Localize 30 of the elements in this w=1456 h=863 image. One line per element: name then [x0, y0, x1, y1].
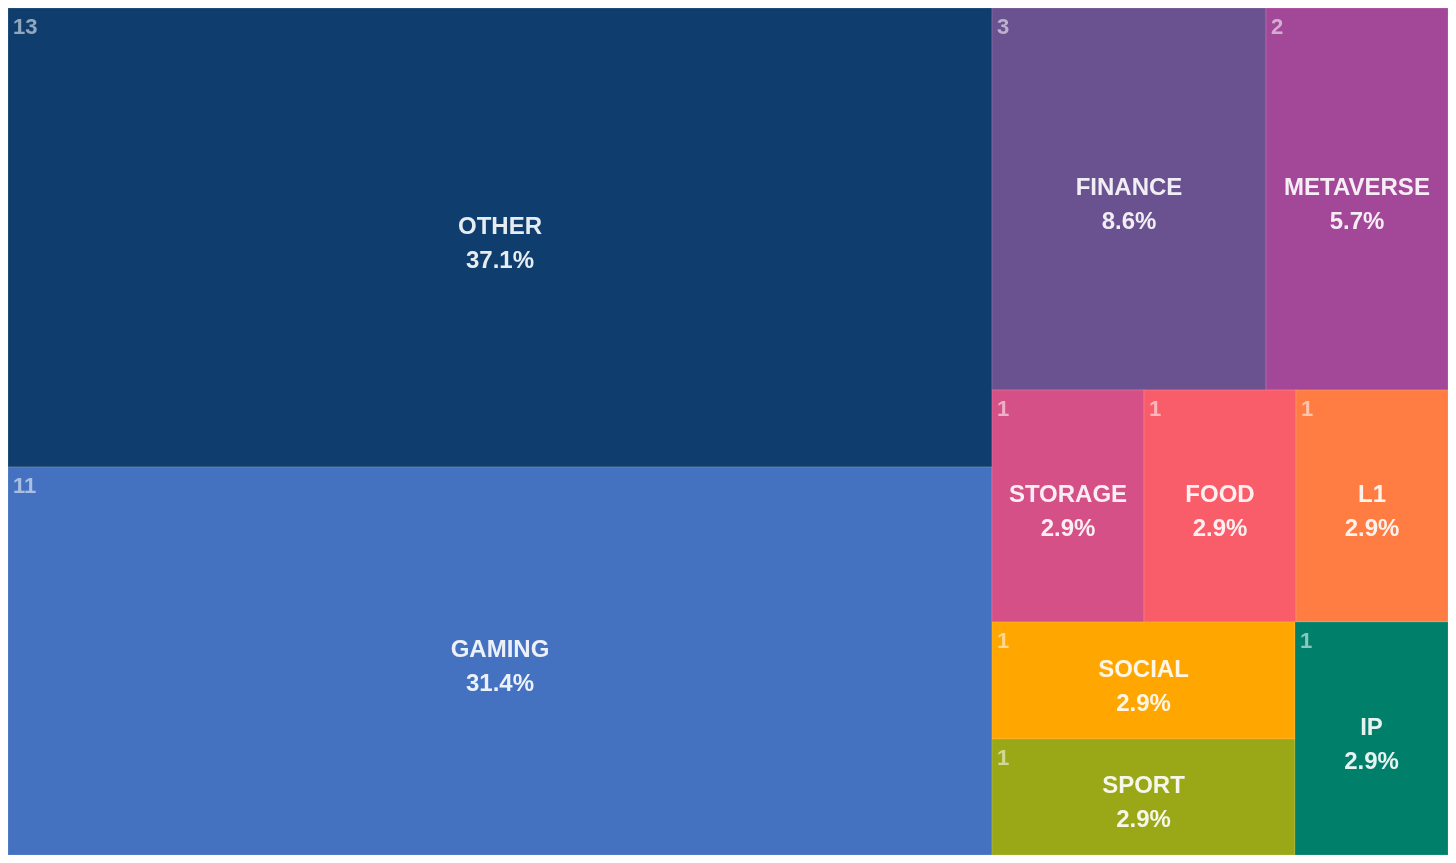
text: 13: [13, 14, 38, 39]
category-label: L1: [1357, 480, 1387, 507]
text: 1: [997, 628, 1010, 653]
category-label: STORAGE: [1008, 480, 1128, 507]
text: 1: [997, 396, 1010, 421]
text: 1: [1301, 396, 1314, 421]
text: 2: [1271, 14, 1284, 39]
data-label: 2.9%: [1192, 514, 1248, 541]
data-label: 31.4%: [465, 669, 535, 696]
data-label: 2.9%: [1116, 805, 1171, 832]
text: 11: [13, 473, 37, 498]
data-label: 37.1%: [465, 245, 535, 273]
data-label: 2.9%: [1344, 746, 1399, 774]
data-label: 8.6%: [1101, 207, 1157, 234]
text: 1: [1149, 396, 1162, 421]
category-label: SPORT: [1102, 771, 1186, 798]
category-label: GAMING: [450, 635, 550, 662]
category-label: FOOD: [1185, 480, 1255, 507]
text: 1: [1300, 628, 1313, 653]
text: 3: [997, 14, 1010, 39]
data-label: 2.9%: [1116, 688, 1171, 716]
category-label: SOCIAL: [1098, 654, 1189, 682]
category-label: IP: [1360, 712, 1383, 740]
data-label: 2.9%: [1040, 514, 1096, 541]
category-label: FINANCE: [1075, 173, 1183, 200]
text: 1: [997, 745, 1010, 770]
data-label: 2.9%: [1344, 514, 1400, 541]
category-label: OTHER: [458, 211, 542, 239]
data-label: 5.7%: [1329, 207, 1385, 234]
category-label: METAVERSE: [1284, 173, 1430, 200]
